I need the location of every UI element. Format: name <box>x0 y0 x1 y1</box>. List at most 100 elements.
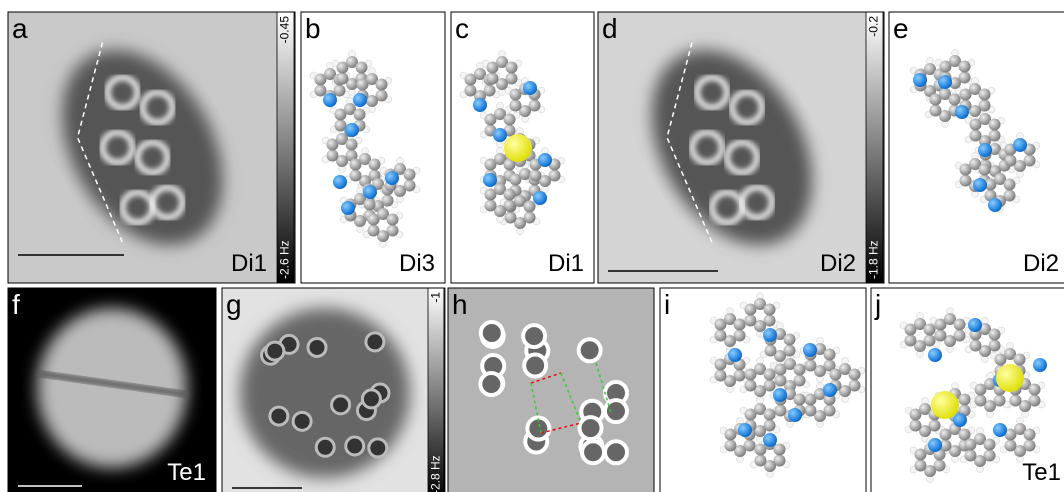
nitrogen-atom <box>968 318 982 332</box>
panel-letter: d <box>602 13 618 44</box>
ring <box>582 441 604 463</box>
carbon-atom <box>989 119 1001 131</box>
carbon-atom <box>326 150 338 162</box>
carbon-atom <box>504 189 516 201</box>
nitrogen-atom <box>788 408 802 422</box>
ring <box>605 441 627 463</box>
carbon-atom <box>744 380 756 392</box>
carbon-atom <box>929 105 941 117</box>
carbon-atom <box>1004 440 1016 452</box>
nitrogen-atom <box>763 328 777 342</box>
panel: fTe1 <box>8 288 216 492</box>
ring <box>524 355 546 377</box>
metal-atom <box>996 364 1024 392</box>
panel-letter: a <box>12 13 28 44</box>
panel-letter: g <box>226 289 242 320</box>
carbon-atom <box>724 440 736 452</box>
figure: -0.45-2.6 HzaDi1bDi3cDi1-0.2-1.8 HzdDi2e… <box>0 0 1064 492</box>
carbon-atom <box>364 199 376 211</box>
carbon-atom <box>387 214 399 226</box>
nitrogen-atom <box>1033 358 1047 372</box>
panel-label: Di3 <box>399 250 435 277</box>
carbon-atom <box>924 324 936 336</box>
metal-atom <box>504 134 532 162</box>
nitrogen-atom <box>993 423 1007 437</box>
ring <box>266 342 284 360</box>
nitrogen-atom <box>1013 138 1027 152</box>
panel-image <box>451 12 594 283</box>
carbon-atom <box>964 450 976 462</box>
carbon-atom <box>1004 155 1016 167</box>
carbon-atom <box>1014 354 1026 366</box>
nitrogen-atom <box>938 75 952 89</box>
carbon-atom <box>349 170 361 182</box>
ring <box>270 407 288 425</box>
colorbar-max: -1 <box>429 292 443 303</box>
carbon-atom <box>784 334 796 346</box>
carbon-atom <box>824 349 836 361</box>
carbon-atom <box>524 201 536 213</box>
carbon-atom <box>989 329 1001 341</box>
panel-background <box>301 12 445 283</box>
panel-label: Di1 <box>231 250 267 277</box>
nitrogen-atom <box>928 438 942 452</box>
ring <box>346 437 364 455</box>
panel-image <box>8 12 295 283</box>
carbon-atom <box>356 62 368 74</box>
nitrogen-atom <box>353 93 367 107</box>
carbon-atom <box>909 420 921 432</box>
carbon-atom <box>969 340 981 352</box>
carbon-atom <box>959 429 971 441</box>
nitrogen-atom <box>728 348 742 362</box>
nitrogen-atom <box>978 143 992 157</box>
colorbar-min: -2.8 Hz <box>429 455 443 492</box>
nitrogen-atom <box>738 423 752 437</box>
carbon-atom <box>764 369 776 381</box>
carbon-atom <box>979 164 991 176</box>
carbon-atom <box>504 114 516 126</box>
nitrogen-atom <box>988 198 1002 212</box>
ring <box>316 438 334 456</box>
ring <box>481 322 503 344</box>
panel-image <box>660 288 866 492</box>
carbon-atom <box>506 62 518 74</box>
panel-letter: f <box>12 289 20 320</box>
carbon-atom <box>974 395 986 407</box>
nitrogen-atom <box>523 81 537 95</box>
nitrogen-atom <box>363 185 377 199</box>
panel-image <box>448 288 654 492</box>
carbon-atom <box>764 304 776 316</box>
panel-label: Di1 <box>548 250 584 277</box>
carbon-atom <box>934 330 946 342</box>
nitrogen-atom <box>385 171 399 185</box>
carbon-atom <box>774 375 786 387</box>
carbon-atom <box>714 330 726 342</box>
nitrogen-atom <box>953 413 967 427</box>
nitrogen-atom <box>538 153 552 167</box>
carbon-atom <box>754 455 766 467</box>
panel-letter: i <box>664 289 670 320</box>
carbon-atom <box>794 394 806 406</box>
molecule-blob <box>37 308 187 468</box>
carbon-atom <box>949 94 961 106</box>
panel: eDi2 <box>889 12 1064 283</box>
carbon-atom <box>849 369 861 381</box>
colorbar-min: -2.6 Hz <box>278 240 292 279</box>
carbon-atom <box>959 175 971 187</box>
nitrogen-atom <box>323 93 337 107</box>
carbon-atom <box>959 394 971 406</box>
carbon-atom <box>1004 179 1016 191</box>
carbon-atom <box>714 370 726 382</box>
nitrogen-atom <box>973 178 987 192</box>
carbon-atom <box>464 85 476 97</box>
panel: -1 -2.8 Hz g <box>222 288 445 492</box>
carbon-atom <box>484 200 496 212</box>
carbon-atom <box>984 439 996 451</box>
carbon-atom <box>969 130 981 142</box>
panel: jTe1 <box>871 288 1064 492</box>
carbon-atom <box>954 319 966 331</box>
panel: -0.45-2.6 HzaDi1 <box>8 12 295 283</box>
metal-atom <box>931 391 959 419</box>
carbon-atom <box>904 335 916 347</box>
